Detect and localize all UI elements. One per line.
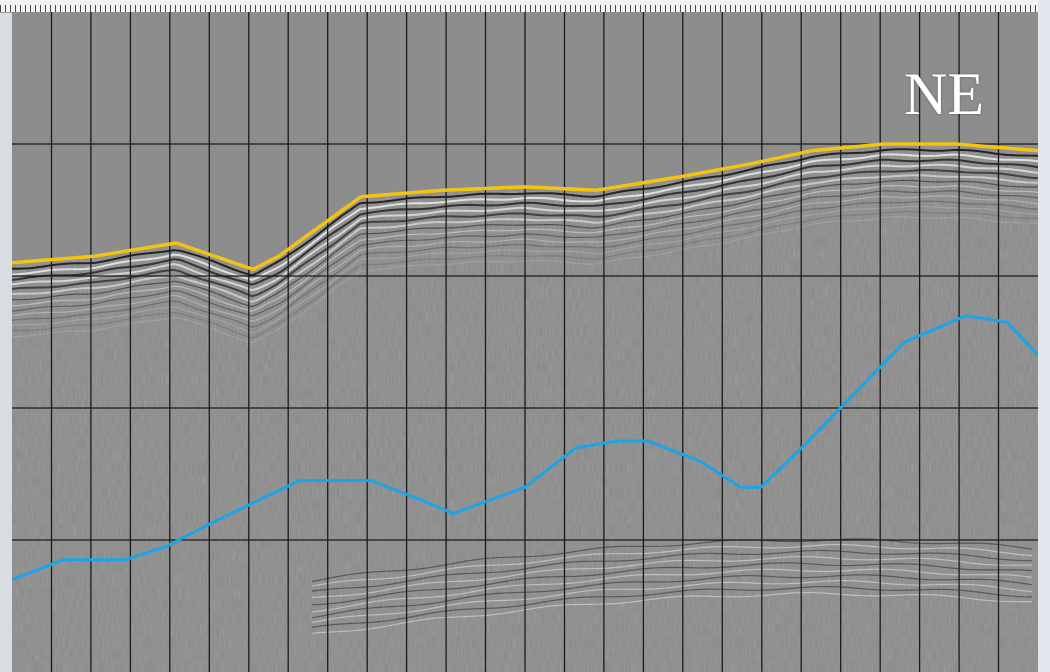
- left-edge-strip: [0, 0, 12, 672]
- right-edge-strip: [1038, 0, 1050, 672]
- seismic-section: NE: [12, 12, 1038, 672]
- top-ruler: [0, 0, 1050, 13]
- grid-lines: [12, 12, 1038, 672]
- seafloor-horizon-line: [12, 142, 1038, 272]
- direction-label: NE: [904, 61, 984, 127]
- seismic-image: [12, 12, 1038, 672]
- interpreted-horizon-line: [12, 314, 1038, 581]
